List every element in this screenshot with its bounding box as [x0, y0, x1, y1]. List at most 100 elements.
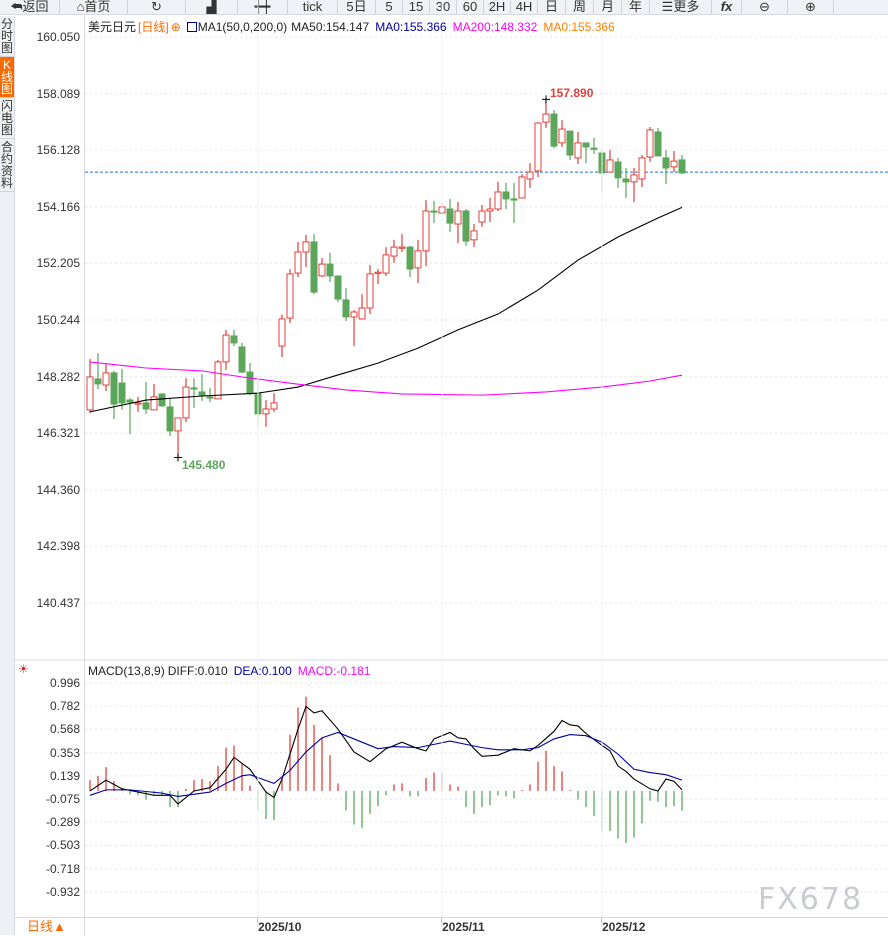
period-5min[interactable]: 5 — [376, 0, 403, 14]
back-button[interactable]: ⮪ 返回 — [0, 0, 60, 14]
ma-indicator-icon[interactable] — [186, 22, 197, 32]
candle-body — [86, 376, 94, 411]
formula-button[interactable]: fx — [712, 0, 742, 14]
candle-body — [574, 142, 582, 159]
dea-line — [89, 731, 683, 797]
candle — [646, 127, 654, 162]
tick-button[interactable]: tick — [288, 0, 338, 14]
sidebar-item-timeshare[interactable]: 分时图 — [0, 17, 14, 57]
date-label: 2025/12 — [602, 920, 646, 934]
period-15min[interactable]: 15 — [403, 0, 430, 14]
candle-body — [566, 130, 574, 156]
price-tick-label: 140.437 — [36, 596, 80, 610]
candle-body — [262, 408, 270, 415]
candle — [662, 150, 670, 184]
candle-body — [166, 406, 174, 432]
period-4h[interactable]: 4H — [511, 0, 538, 14]
period-label: [日线] — [138, 20, 169, 34]
refresh-button[interactable]: ↻ — [128, 0, 186, 14]
period-5day[interactable]: 5日 — [338, 0, 376, 14]
macd-tick-label: -0.289 — [45, 815, 80, 830]
toolbar: ⮪ 返回 ⌂ 首页 ↻ ▟ ┿┿ tick 5日 5 15 30 60 2H 4H … — [0, 0, 888, 15]
home-button[interactable]: ⌂ 首页 — [60, 0, 128, 14]
candle-type-button[interactable]: ┿┿ — [238, 0, 288, 14]
candle — [174, 417, 182, 458]
candle — [270, 393, 278, 412]
candle — [398, 234, 406, 252]
candle-body — [430, 210, 438, 213]
candle-body — [318, 263, 326, 277]
candle-body — [406, 246, 414, 270]
candle — [358, 294, 366, 320]
settings-icon[interactable]: ⊕ — [170, 20, 181, 34]
time-axis: 日线▲ 2025/10 2025/11 2025/12 — [15, 917, 888, 936]
candle — [310, 234, 318, 295]
macd-legend: MACD(13,8,9) DIFF:0.010 DEA:0.100 MACD:-0.1… — [88, 664, 376, 678]
period-60min[interactable]: 60 — [457, 0, 484, 14]
macd-tick-label: 0.139 — [49, 768, 80, 783]
candle — [118, 368, 126, 410]
macd-tick-label: -0.718 — [45, 861, 80, 876]
candle-body — [582, 142, 590, 148]
candle-body — [534, 122, 542, 172]
candle-body — [118, 382, 126, 404]
candle-body — [510, 198, 518, 201]
sidebar-item-flash[interactable]: 闪电图 — [0, 99, 14, 139]
candle-body — [278, 318, 286, 347]
period-day[interactable]: 日 — [538, 0, 566, 14]
candle — [678, 155, 686, 175]
candle — [446, 198, 454, 233]
candle-body — [126, 399, 134, 403]
candle-body — [374, 271, 382, 274]
period-year[interactable]: 年 — [622, 0, 650, 14]
candle — [638, 155, 646, 188]
candle-body — [558, 128, 566, 144]
candle — [542, 99, 550, 128]
candle-body — [238, 346, 246, 373]
candle — [630, 168, 638, 203]
sidebar-item-contract-info[interactable]: 合约资料 — [0, 140, 14, 192]
candle-body — [614, 161, 622, 179]
candle — [478, 204, 486, 227]
home-icon: ⌂ — [76, 0, 85, 14]
dea-value: DEA:0.100 — [233, 664, 292, 678]
indicator-button[interactable]: ▟ — [186, 0, 238, 14]
candle — [342, 288, 350, 321]
period-selector[interactable]: 日线▲ — [15, 918, 85, 936]
low-annotation: 145.480 — [182, 458, 226, 473]
candle-body — [446, 208, 454, 224]
candle-body — [606, 159, 614, 173]
period-30min[interactable]: 30 — [430, 0, 457, 14]
candle — [190, 378, 198, 408]
candle-body — [110, 372, 118, 405]
period-month[interactable]: 月 — [594, 0, 622, 14]
candle-body — [390, 246, 398, 257]
menu-icon: ☰ — [661, 0, 674, 14]
candle — [614, 157, 622, 188]
candle — [326, 252, 334, 283]
candle-body — [334, 275, 342, 300]
candle-body — [350, 311, 358, 318]
period-week[interactable]: 周 — [566, 0, 594, 14]
candle — [494, 181, 502, 212]
date-tick — [257, 918, 258, 923]
candle-body — [366, 273, 374, 309]
zoom-in-button[interactable]: ⊕ — [788, 0, 834, 14]
candle — [262, 400, 270, 427]
candle-body — [662, 157, 670, 169]
more-button[interactable]: ☰ 更多 — [650, 0, 712, 14]
ma50-value: MA50:154.147 — [291, 20, 370, 34]
macd-tick-label: 0.996 — [49, 676, 80, 690]
ma200-line — [89, 361, 683, 396]
candle — [486, 198, 494, 222]
sidebar-item-kline[interactable]: K线图 — [0, 57, 14, 98]
candle — [430, 200, 438, 224]
candle — [574, 131, 582, 164]
watermark-logo: FX678 — [758, 882, 864, 917]
zoom-out-button[interactable]: ⊖ — [742, 0, 788, 14]
candle — [294, 241, 302, 278]
period-2h[interactable]: 2H — [484, 0, 511, 14]
macd-settings-icon[interactable]: ☀ — [18, 662, 29, 676]
price-tick-label: 152.205 — [36, 256, 80, 271]
